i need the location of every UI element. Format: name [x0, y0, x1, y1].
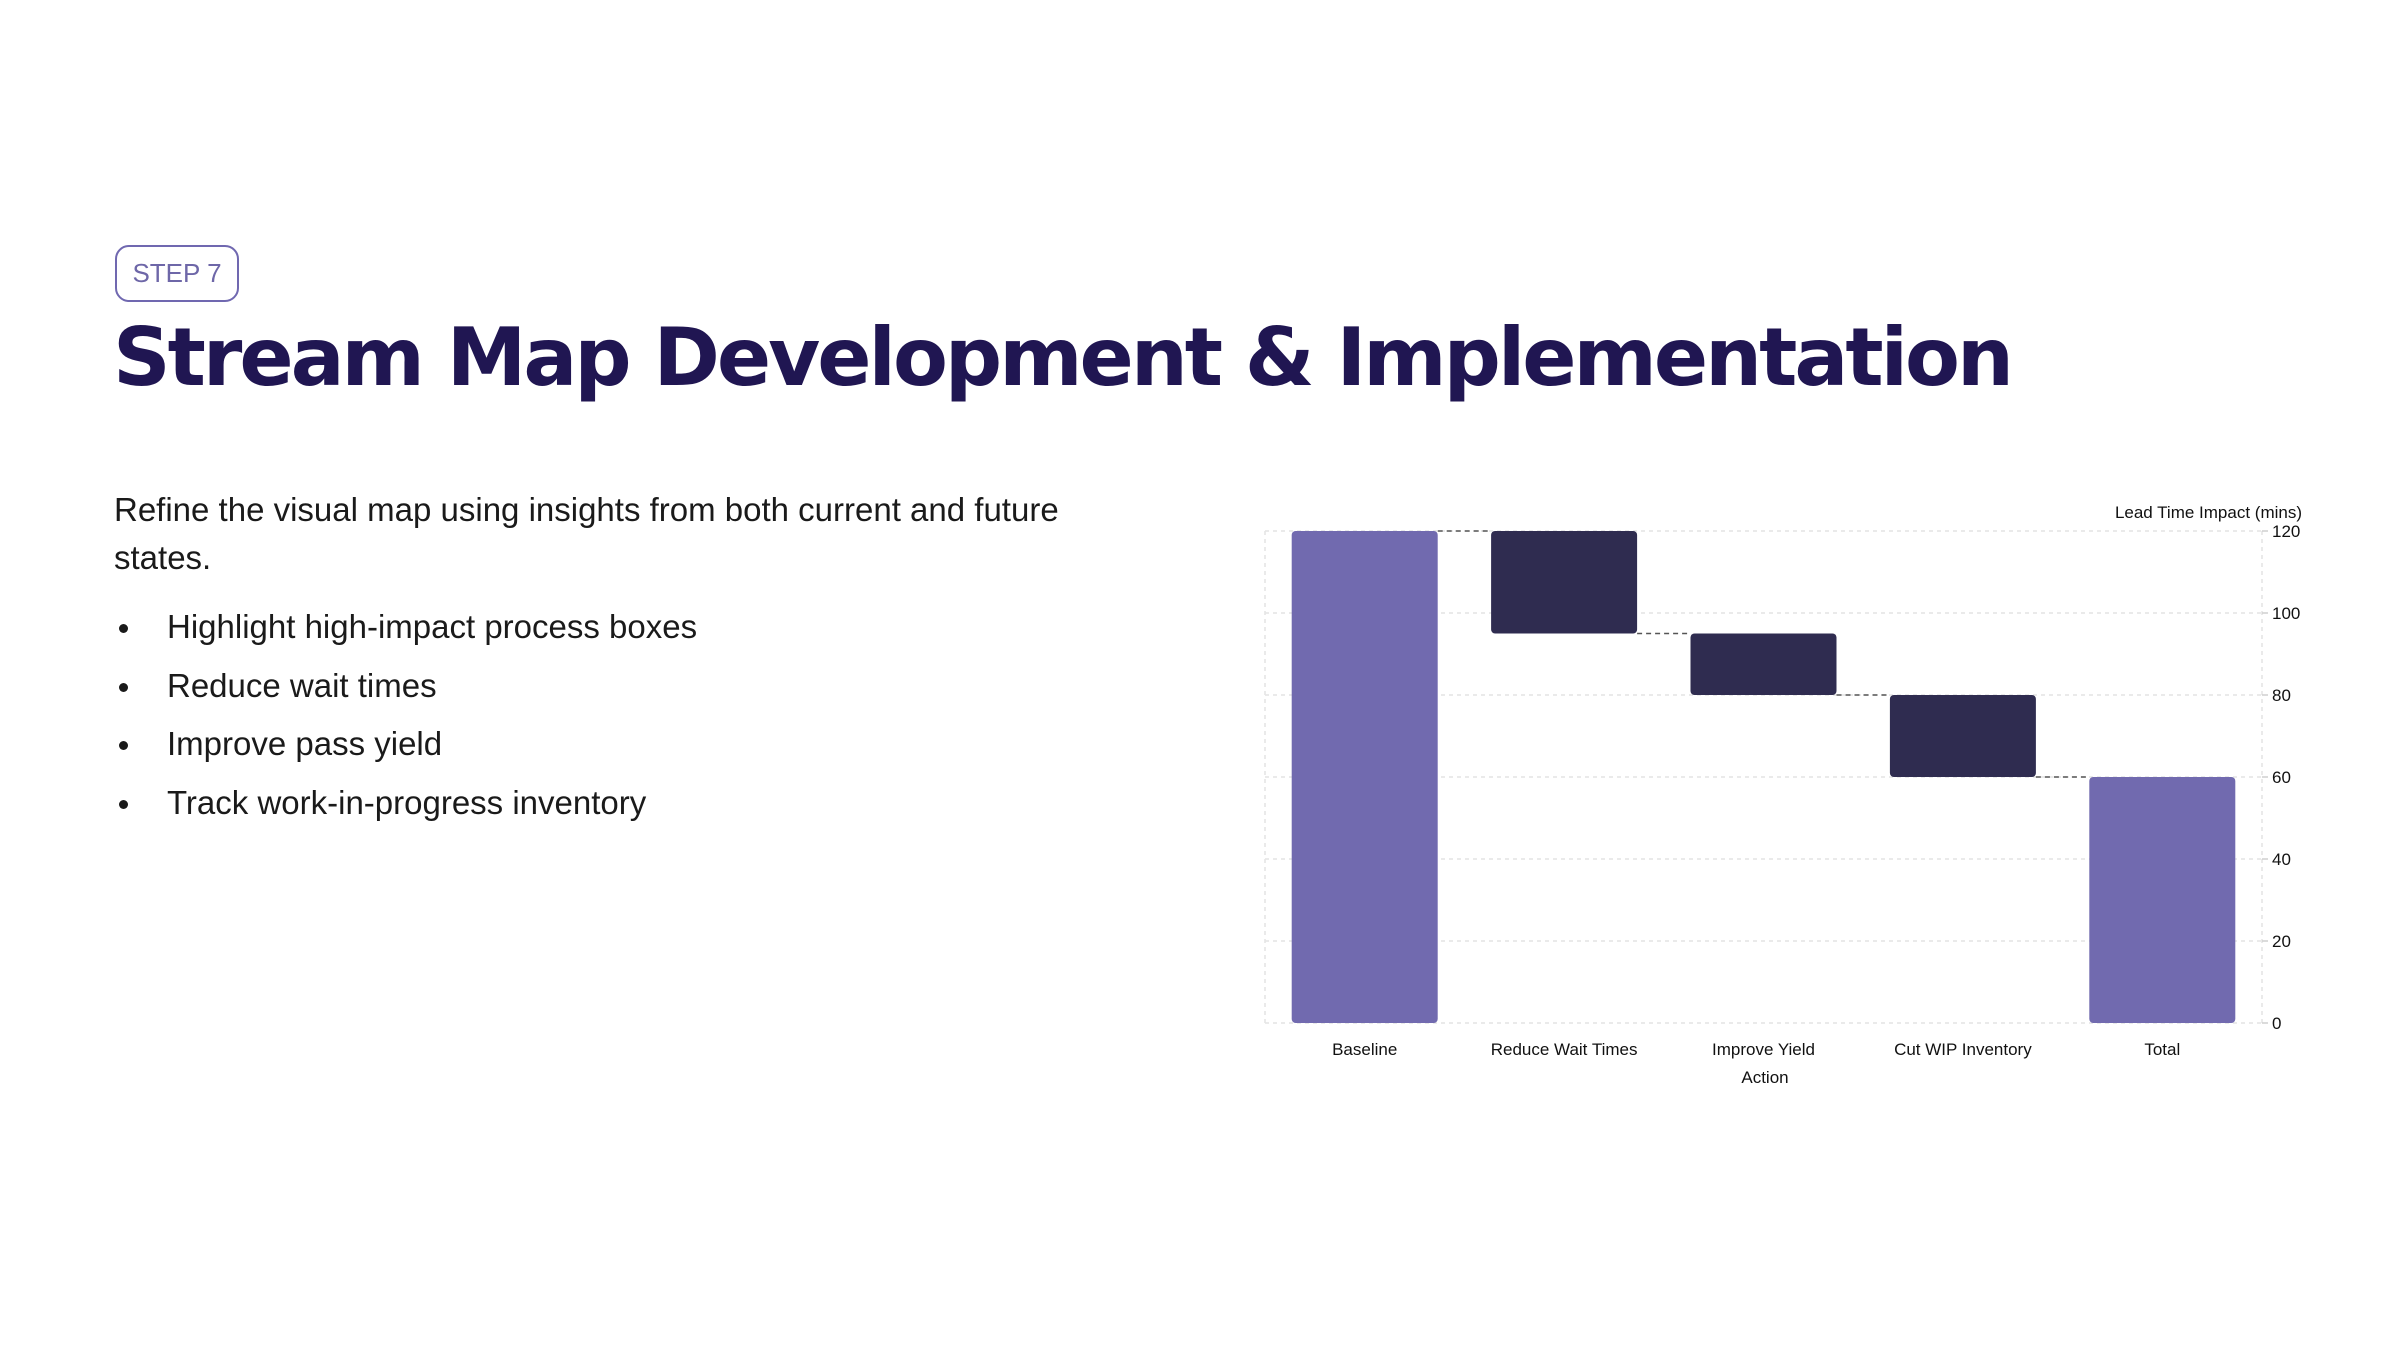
intro-text: Refine the visual map using insights fro…	[114, 491, 1059, 576]
y-tick-label: 20	[2272, 932, 2291, 951]
x-axis-title: Action	[1741, 1068, 1788, 1087]
bar	[1291, 531, 1438, 1023]
bullet-item: Reduce wait times	[114, 667, 697, 705]
bar	[1690, 633, 1837, 695]
y-tick-label: 100	[2272, 604, 2300, 623]
y-axis-title: Lead Time Impact (mins)	[2115, 503, 2302, 522]
bullet-list: Highlight high-impact process boxes Redu…	[114, 608, 697, 842]
bar	[1491, 531, 1638, 634]
y-tick-label: 0	[2272, 1014, 2281, 1033]
x-tick-label: Cut WIP Inventory	[1894, 1040, 2032, 1059]
y-tick-label: 120	[2272, 522, 2300, 541]
x-tick-label: Baseline	[1332, 1040, 1397, 1059]
bullet-item: Highlight high-impact process boxes	[114, 608, 697, 646]
x-tick-label: Reduce Wait Times	[1491, 1040, 1638, 1059]
bar	[1889, 695, 2036, 777]
bullet-item: Improve pass yield	[114, 725, 697, 763]
x-tick-label: Total	[2144, 1040, 2180, 1059]
x-tick-label: Improve Yield	[1712, 1040, 1815, 1059]
step-badge: STEP 7	[115, 245, 239, 302]
y-tick-label: 80	[2272, 686, 2291, 705]
y-tick-label: 60	[2272, 768, 2291, 787]
bullet-item: Track work-in-progress inventory	[114, 784, 697, 822]
bar	[2089, 777, 2236, 1023]
page-title: Stream Map Development & Implementation	[113, 311, 2014, 404]
y-tick-label: 40	[2272, 850, 2291, 869]
